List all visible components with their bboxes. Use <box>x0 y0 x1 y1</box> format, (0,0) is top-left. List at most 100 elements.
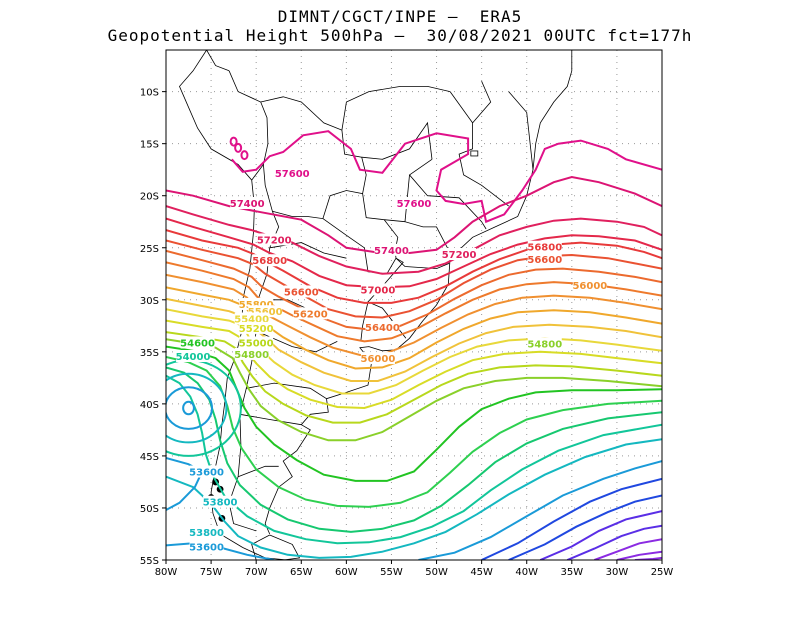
contour-label: 54000 <box>176 352 211 363</box>
contour-label-bg <box>203 495 238 508</box>
coastline-segment <box>228 70 273 212</box>
contour-label: 57000 <box>361 285 396 296</box>
lat-tick-label: 45S <box>140 452 159 463</box>
closed-high-contour <box>240 150 249 161</box>
height-contour <box>539 510 662 560</box>
lat-tick-label: 35S <box>140 348 159 359</box>
height-contour <box>481 477 662 560</box>
contour-label: 53800 <box>203 498 238 509</box>
coastline-segment <box>206 50 230 72</box>
closed-high-contour <box>229 136 238 147</box>
contour-label: 54600 <box>180 338 215 349</box>
lon-tick-label: 65W <box>290 567 313 578</box>
height-contour <box>508 494 662 560</box>
contour-label: 56800 <box>252 256 287 267</box>
contour-label: 56000 <box>572 281 607 292</box>
coastline-segment <box>472 81 492 124</box>
lon-tick-label: 60W <box>335 567 358 578</box>
lon-tick-label: 75W <box>200 567 223 578</box>
coastlines <box>179 50 573 560</box>
contour-label: 57200 <box>442 250 477 261</box>
contour-label: 56800 <box>527 243 562 254</box>
height-contour <box>166 338 662 442</box>
contour-label-bg <box>189 465 224 478</box>
contour-label-bg <box>239 321 274 334</box>
contour-label: 53600 <box>189 468 224 479</box>
contour-label: 57600 <box>397 199 432 210</box>
lon-tick-label: 25W <box>651 567 674 578</box>
coastline-segment <box>251 164 264 181</box>
lon-tick-label: 55W <box>380 567 403 578</box>
contour-label: 55000 <box>239 338 274 349</box>
coastline-segment <box>384 219 406 223</box>
contour-label: 54800 <box>234 350 269 361</box>
contour-label-bg <box>234 347 269 360</box>
contour-label-bg <box>257 233 292 246</box>
contour-label: 53600 <box>189 542 224 553</box>
lat-tick-label: 50S <box>140 504 159 515</box>
height-contour <box>418 460 662 560</box>
coastline-segment <box>264 50 573 535</box>
lat-tick-label: 30S <box>140 296 159 307</box>
coastline-segment <box>260 96 367 220</box>
lat-tick-label: 10S <box>140 88 159 99</box>
coastline-segment <box>237 465 279 478</box>
coastline-segment <box>251 534 301 560</box>
map-title-line1: DIMNT/CGCT/INPE – ERA5 <box>277 7 523 26</box>
closed-low-contour <box>182 400 195 416</box>
contour-label: 56200 <box>293 309 328 320</box>
height-contour <box>594 538 662 560</box>
graticule <box>166 50 662 560</box>
contour-label-bg <box>572 279 607 292</box>
contour-label-bg <box>230 197 265 209</box>
contour-label-bg <box>189 525 224 538</box>
closed-low-contour <box>166 386 213 430</box>
coastline-segment <box>360 301 369 342</box>
contour-label-bg <box>527 253 562 266</box>
lon-tick-label: 50W <box>425 567 448 578</box>
height-contour <box>166 175 662 255</box>
height-contour <box>166 205 662 275</box>
height-contour <box>231 130 662 224</box>
height-contour <box>166 457 204 511</box>
lat-tick-label: 55S <box>140 556 159 567</box>
contour-label-bg <box>239 336 274 349</box>
coastline-segment <box>341 86 451 131</box>
height-contour <box>166 345 662 482</box>
lake-outline <box>470 150 479 157</box>
contour-label: 53800 <box>189 528 224 539</box>
contour-label-bg <box>397 197 431 209</box>
contour-label: 56000 <box>361 354 396 365</box>
height-contour <box>166 217 662 289</box>
map-title-line2: Geopotential Height 500hPa – 30/08/2021 … <box>107 26 693 45</box>
contour-label-bg <box>234 312 269 325</box>
height-contour <box>616 550 662 560</box>
contour-label: 56600 <box>284 287 319 298</box>
lat-tick-label: 40S <box>140 400 159 411</box>
lon-tick-label: 45W <box>470 567 493 578</box>
contour-label-bg <box>374 243 409 256</box>
lat-tick-label: 15S <box>140 140 159 151</box>
longitude-axis: 80W 75W 70W 65W 60W 55W 50W 45W 40W 35W 30W 25W <box>155 560 674 578</box>
map-frame <box>165 49 663 561</box>
contour-label: 57400 <box>374 246 409 257</box>
lon-tick-label: 30W <box>606 567 629 578</box>
contour-label-bg <box>180 336 215 349</box>
contour-label-bg <box>293 307 328 320</box>
contour-labels: 57600 57600 57400 57400 57200 57200 57000 56800… <box>176 166 607 553</box>
coastline-segment <box>408 158 487 230</box>
contour-label: 57400 <box>230 199 265 210</box>
contour-label-bg <box>252 254 287 267</box>
lon-tick-label: 40W <box>515 567 538 578</box>
contour-label: 55400 <box>234 315 269 326</box>
height-contour <box>566 524 662 560</box>
contour-label-bg <box>360 283 395 296</box>
contour-label-bg <box>527 240 562 253</box>
contour-label: 56600 <box>527 255 562 266</box>
contour-label-bg <box>275 166 310 179</box>
contour-label: 57600 <box>275 169 310 180</box>
contour-label-bg <box>284 285 319 298</box>
lat-tick-label: 25S <box>140 244 159 255</box>
contour-label: 57200 <box>257 235 292 246</box>
